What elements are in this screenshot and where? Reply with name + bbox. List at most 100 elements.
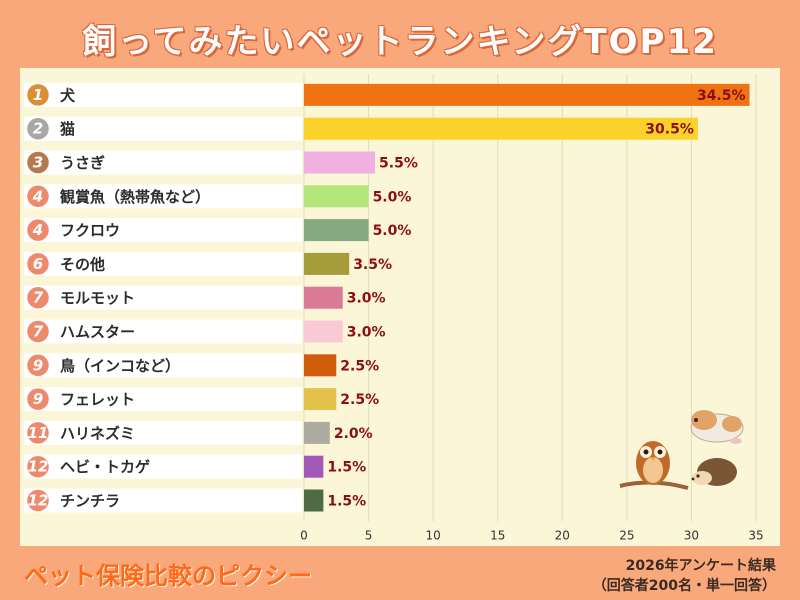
hedgehog-icon	[691, 458, 737, 486]
row-label: その他	[60, 255, 105, 273]
rank-badge	[25, 285, 51, 310]
x-tick-label: 35	[748, 528, 763, 542]
x-tick-label: 5	[365, 528, 373, 542]
chart-panel: 1 犬 34.5% 2 猫 30.5% 3 うさぎ 5.5% 4 観賞魚（熱帯魚など） 5.0% 4 フク…	[20, 68, 780, 546]
row-label: フクロウ	[60, 222, 120, 240]
rank-badge	[25, 251, 51, 277]
chart-row: 12 チンチラ 1.5%	[24, 488, 366, 513]
rank-badge	[25, 150, 51, 175]
chart-row: 7 ハムスター 3.0%	[24, 319, 386, 344]
bar-value-label: 5.5%	[379, 156, 418, 172]
rank-number: 7	[33, 289, 44, 307]
chart-row: 11 ハリネズミ 2.0%	[24, 420, 373, 446]
bar-value-label: 34.5%	[697, 88, 746, 104]
rank-badge	[25, 353, 51, 378]
survey-note-line2: （回答者200名・単一回答）	[592, 578, 776, 594]
row-label-background	[24, 353, 302, 378]
x-tick-label: 30	[684, 528, 699, 542]
row-label: フェレット	[60, 391, 135, 409]
x-tick-label: 15	[490, 528, 505, 542]
row-label: 観賞魚（熱帯魚など）	[60, 188, 210, 206]
rank-number: 9	[33, 390, 43, 408]
x-tick-label: 10	[426, 528, 441, 542]
bar	[304, 455, 324, 478]
bar	[304, 252, 350, 275]
bar	[304, 185, 369, 208]
rank-number: 4	[32, 221, 43, 239]
bar-value-label: 2.0%	[334, 426, 373, 442]
pet-illustrations	[619, 410, 744, 490]
bar-chart: 1 犬 34.5% 2 猫 30.5% 3 うさぎ 5.5% 4 観賞魚（熱帯魚など） 5.0% 4 フク…	[24, 74, 764, 542]
bar-value-label: 1.5%	[327, 494, 366, 510]
bar-value-label: 1.5%	[327, 460, 366, 476]
row-label: モルモット	[60, 289, 135, 307]
rank-badge	[25, 319, 51, 344]
chart-row: 12 ヘビ・トカゲ 1.5%	[24, 454, 366, 479]
row-label-background	[24, 319, 302, 344]
rank-number: 9	[33, 356, 43, 374]
chart-row: 9 フェレット 2.5%	[24, 386, 379, 412]
row-label-background	[24, 218, 302, 243]
rank-badge	[25, 420, 51, 446]
survey-note-line1: 2026年アンケート結果	[625, 558, 776, 574]
row-label-background	[24, 116, 302, 141]
bar	[304, 354, 337, 377]
rank-badge	[25, 184, 51, 209]
rank-number: 11	[28, 424, 49, 442]
row-label: ハリネズミ	[60, 424, 135, 442]
bar-value-label: 3.0%	[347, 325, 386, 341]
guinea-pig-icon	[690, 410, 744, 444]
bar	[304, 286, 343, 309]
row-label-background	[24, 387, 302, 412]
row-label: 犬	[60, 86, 76, 104]
row-label-background	[24, 251, 302, 276]
row-label-background	[24, 285, 302, 310]
chart-row: 4 観賞魚（熱帯魚など） 5.0%	[24, 184, 412, 209]
chart-row: 2 猫 30.5%	[24, 116, 698, 141]
rank-badge	[25, 217, 51, 243]
row-label: 鳥（インコなど）	[60, 357, 180, 375]
rank-badge	[25, 454, 51, 479]
row-label-background	[24, 150, 302, 175]
page-title: 飼ってみたいペットランキングTOP12	[82, 22, 718, 62]
survey-note: 2026年アンケート結果 （回答者200名・単一回答）	[593, 556, 776, 596]
bar-value-label: 5.0%	[373, 223, 412, 239]
rank-badge	[25, 82, 51, 108]
rank-number: 1	[33, 86, 43, 104]
rank-number: 12	[28, 458, 49, 476]
chart-row: 6 その他 3.5%	[24, 251, 392, 277]
rank-badge	[25, 386, 51, 412]
rank-number: 4	[32, 187, 43, 205]
x-tick-label: 20	[555, 528, 570, 542]
x-tick-label: 0	[300, 528, 308, 542]
bar	[304, 489, 324, 512]
bar	[304, 151, 376, 174]
bar-value-label: 3.5%	[353, 257, 392, 273]
bar	[304, 83, 750, 106]
rank-badge	[25, 116, 51, 141]
row-label-background	[24, 420, 302, 445]
chart-rows: 1 犬 34.5% 2 猫 30.5% 3 うさぎ 5.5% 4 観賞魚（熱帯魚など） 5.0% 4 フク…	[24, 82, 750, 513]
rank-number: 2	[33, 120, 43, 138]
x-tick-label: 25	[619, 528, 634, 542]
x-axis: 0 5 10 15 20 25 30 35	[300, 528, 763, 542]
row-label-background	[24, 488, 302, 513]
chart-row: 4 フクロウ 5.0%	[24, 217, 412, 243]
owl-icon	[619, 441, 689, 490]
brand-logo-text: ペット保険比較のピクシー	[24, 562, 312, 590]
chart-row: 3 うさぎ 5.5%	[24, 150, 418, 175]
rank-number: 12	[28, 492, 49, 510]
row-label: うさぎ	[60, 154, 105, 172]
row-label: ヘビ・トカゲ	[60, 458, 150, 476]
bar	[304, 117, 698, 140]
bar-value-label: 30.5%	[645, 122, 694, 138]
rank-number: 7	[33, 323, 44, 341]
row-label: 猫	[60, 120, 75, 138]
rank-number: 6	[33, 255, 43, 273]
row-label-background	[24, 82, 302, 107]
bar-value-label: 5.0%	[373, 189, 412, 205]
rank-number: 3	[33, 154, 43, 172]
row-label-background	[24, 184, 302, 209]
rank-badge	[25, 488, 51, 513]
bar-value-label: 2.5%	[340, 358, 379, 374]
